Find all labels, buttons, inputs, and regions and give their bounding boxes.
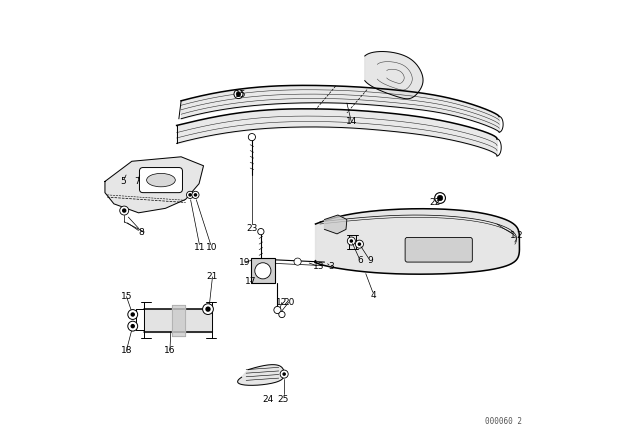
Circle shape [122,208,127,213]
Circle shape [131,324,135,328]
Text: 5: 5 [120,177,125,186]
Text: 15: 15 [234,90,246,99]
FancyBboxPatch shape [250,258,275,283]
Circle shape [248,134,255,141]
Circle shape [258,228,264,235]
Text: 7: 7 [134,177,140,186]
Circle shape [131,312,135,317]
Text: 000060 2: 000060 2 [484,418,522,426]
Text: 10: 10 [206,243,218,252]
Text: 6: 6 [358,256,363,265]
Text: 18: 18 [121,346,132,355]
Polygon shape [105,157,204,213]
Text: 20: 20 [283,298,294,307]
Text: 21: 21 [207,272,218,281]
Text: 22: 22 [429,198,440,207]
Text: 24: 24 [263,395,274,404]
Text: 4: 4 [371,291,376,300]
Text: 11: 11 [194,243,205,252]
Circle shape [349,239,353,243]
Circle shape [279,311,285,318]
Polygon shape [365,52,423,99]
Circle shape [348,237,355,245]
Circle shape [128,310,138,319]
Circle shape [437,195,443,201]
FancyBboxPatch shape [405,237,472,262]
Circle shape [192,191,199,198]
Text: 1: 1 [510,231,515,240]
FancyBboxPatch shape [140,168,182,193]
Text: 25: 25 [278,395,289,404]
Text: 2: 2 [516,231,522,240]
Polygon shape [315,209,520,274]
Polygon shape [324,215,347,234]
Circle shape [282,372,286,376]
Circle shape [294,258,301,265]
Text: 13: 13 [314,262,325,271]
Circle shape [194,193,197,197]
Circle shape [234,90,243,99]
Circle shape [355,240,364,248]
Circle shape [120,206,129,215]
Text: 19: 19 [239,258,250,267]
Text: 14: 14 [346,117,357,126]
Text: 17: 17 [245,277,256,286]
Ellipse shape [147,173,175,187]
Text: 12: 12 [276,298,287,307]
Circle shape [274,306,281,314]
Text: 15: 15 [121,292,132,301]
Circle shape [188,193,192,197]
Circle shape [205,306,211,312]
Circle shape [280,370,288,378]
Circle shape [236,92,241,96]
Circle shape [255,263,271,279]
Text: 9: 9 [367,256,373,265]
Circle shape [358,242,361,246]
Text: 8: 8 [138,228,143,237]
Text: 3: 3 [328,262,334,271]
Circle shape [186,191,194,198]
Polygon shape [237,365,284,385]
Circle shape [203,304,213,314]
Circle shape [128,321,138,331]
Text: 23: 23 [246,224,257,233]
Circle shape [435,193,445,203]
Text: 16: 16 [164,346,175,355]
